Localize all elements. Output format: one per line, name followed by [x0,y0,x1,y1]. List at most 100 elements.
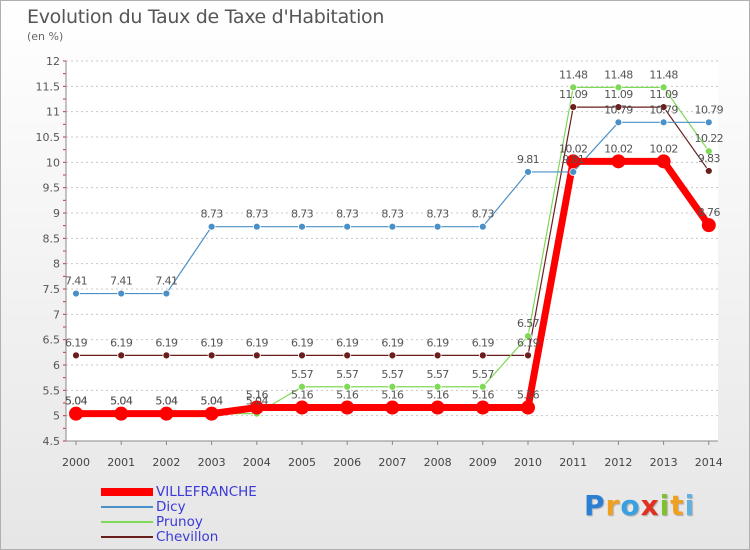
logo-letter: P [584,489,606,522]
y-tick-label: 6 [53,359,60,372]
data-label-dicy: 8.73 [381,208,404,221]
data-label-dicy: 8.73 [472,208,495,221]
data-point-chevillon [298,351,306,360]
data-point-villefranche [385,400,400,415]
data-label-dicy: 9.81 [517,153,539,166]
data-point-dicy [162,289,171,298]
data-label-prunoy: 5.57 [472,368,495,381]
data-label-chevillon: 6.19 [336,336,359,349]
logo-letter: r [605,489,621,522]
data-point-villefranche [69,406,83,421]
legend-label: Prunoy [156,514,203,530]
data-point-villefranche [475,400,490,415]
data-point-chevillon [207,351,216,360]
data-point-chevillon [524,351,532,360]
data-label-villefranche: 10.02 [649,142,678,155]
data-point-chevillon [117,351,126,360]
data-point-dicy [343,222,352,231]
data-label-prunoy: 5.57 [381,368,404,381]
logo-letter: o [620,489,641,522]
data-point-villefranche [430,400,445,415]
chart-title: Evolution du Taux de Taxe d'Habitation [27,6,385,28]
y-tick-label: 8.5 [43,232,61,245]
x-tick-label: 2006 [333,456,361,469]
legend-label: Dicy [156,499,186,515]
data-label-prunoy: 5.04 [246,395,269,408]
data-label-prunoy: 10.22 [695,132,724,145]
x-tick-label: 2009 [469,456,497,469]
data-label-prunoy: 5.57 [336,368,359,381]
x-tick-label: 2000 [62,456,90,469]
data-point-villefranche [204,406,219,421]
data-label-prunoy: 6.57 [517,317,540,330]
data-point-dicy [207,222,216,231]
data-point-prunoy [704,147,713,156]
data-label-villefranche: 8.76 [698,206,721,219]
logo-letter: i [684,489,696,522]
data-label-villefranche: 5.16 [517,389,540,402]
x-tick-label: 2002 [152,456,180,469]
x-tick-label: 2012 [604,456,632,469]
data-label-dicy: 10.79 [604,103,633,116]
data-point-prunoy [298,382,306,391]
data-point-villefranche [295,400,309,415]
data-label-chevillon: 6.19 [155,336,178,349]
logo-letter: t [670,489,685,522]
data-point-dicy [433,222,442,231]
data-label-villefranche: 10.02 [604,142,633,155]
data-point-chevillon [478,351,487,360]
data-point-chevillon [614,103,623,112]
data-point-chevillon [343,351,352,360]
data-label-chevillon: 6.19 [381,336,404,349]
x-tick-label: 2004 [243,456,271,469]
data-point-prunoy [388,382,397,391]
data-label-prunoy: 11.48 [649,68,678,81]
data-point-prunoy [433,382,442,391]
data-point-villefranche [656,154,671,169]
data-point-chevillon [433,351,442,360]
data-point-villefranche [566,154,581,169]
data-label-villefranche: 5.16 [336,389,359,402]
data-label-dicy: 8.73 [291,208,314,221]
y-tick-label: 9 [53,207,60,220]
data-point-prunoy [614,83,623,92]
data-point-chevillon [162,351,171,360]
data-point-chevillon [252,351,261,360]
y-tick-label: 8 [53,258,60,271]
data-point-prunoy [569,83,578,92]
data-point-villefranche [521,400,535,415]
data-label-dicy: 9.81 [562,153,584,166]
legend-label: VILLEFRANCHE [156,484,257,500]
data-point-dicy [252,222,261,231]
data-point-dicy [659,118,668,127]
data-label-chevillon: 6.19 [65,336,88,349]
data-label-prunoy: 5.57 [291,368,314,381]
x-tick-label: 2007 [378,456,406,469]
data-point-villefranche [340,400,355,415]
data-label-chevillon: 11.09 [604,88,633,101]
logo-letter: x [640,489,660,522]
plot-area [66,61,718,441]
data-point-dicy [524,168,532,176]
data-label-chevillon: 6.19 [517,336,540,349]
data-label-prunoy: 11.48 [559,68,588,81]
data-label-villefranche: 5.04 [155,395,178,408]
data-point-dicy [614,118,623,127]
data-label-villefranche: 5.16 [381,389,404,402]
data-label-villefranche: 5.16 [472,389,495,402]
data-label-dicy: 8.73 [246,208,269,221]
data-label-chevillon: 6.19 [110,336,133,349]
data-label-villefranche: 5.16 [427,389,450,402]
data-label-chevillon: 11.09 [649,88,678,101]
data-label-dicy: 7.41 [65,275,87,288]
logo-letter: i [659,489,671,522]
data-point-villefranche [114,406,129,421]
y-tick-label: 9.5 [43,182,61,195]
data-label-chevillon: 11.09 [559,88,588,101]
x-tick-label: 2011 [559,456,587,469]
data-point-villefranche [249,400,264,415]
data-label-dicy: 10.79 [695,103,724,116]
data-label-dicy: 7.41 [110,275,132,288]
data-label-chevillon: 6.19 [472,336,495,349]
data-label-prunoy: 5.57 [427,368,450,381]
